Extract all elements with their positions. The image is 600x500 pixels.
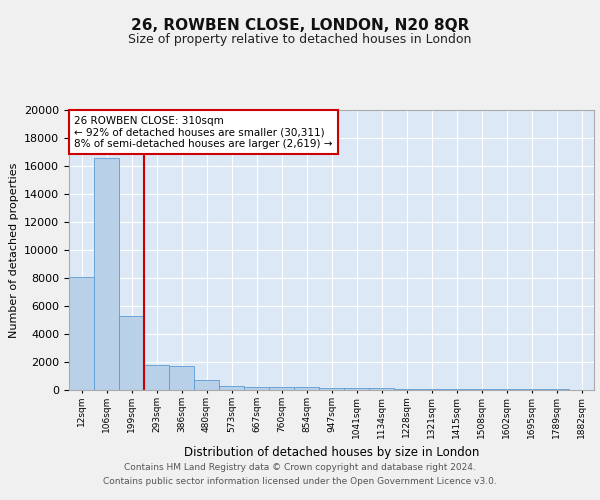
Bar [469,389,494,390]
Bar [244,386,269,390]
Bar [369,388,394,390]
Text: Contains public sector information licensed under the Open Government Licence v3: Contains public sector information licen… [103,477,497,486]
Text: Size of property relative to detached houses in London: Size of property relative to detached ho… [128,32,472,46]
Bar [94,158,119,390]
Bar [444,389,469,390]
Text: Contains HM Land Registry data © Crown copyright and database right 2024.: Contains HM Land Registry data © Crown c… [124,464,476,472]
Y-axis label: Number of detached properties: Number of detached properties [8,162,19,338]
Bar [269,387,294,390]
Bar [169,366,194,390]
Bar [394,388,419,390]
Bar [119,316,144,390]
Bar [69,276,94,390]
Bar [494,389,519,390]
Bar [319,388,344,390]
Bar [144,365,169,390]
Bar [219,386,244,390]
Bar [194,380,219,390]
Bar [344,388,369,390]
Bar [419,388,444,390]
Text: 26 ROWBEN CLOSE: 310sqm
← 92% of detached houses are smaller (30,311)
8% of semi: 26 ROWBEN CLOSE: 310sqm ← 92% of detache… [74,116,333,149]
Bar [294,387,319,390]
Text: 26, ROWBEN CLOSE, LONDON, N20 8QR: 26, ROWBEN CLOSE, LONDON, N20 8QR [131,18,469,32]
X-axis label: Distribution of detached houses by size in London: Distribution of detached houses by size … [184,446,479,459]
